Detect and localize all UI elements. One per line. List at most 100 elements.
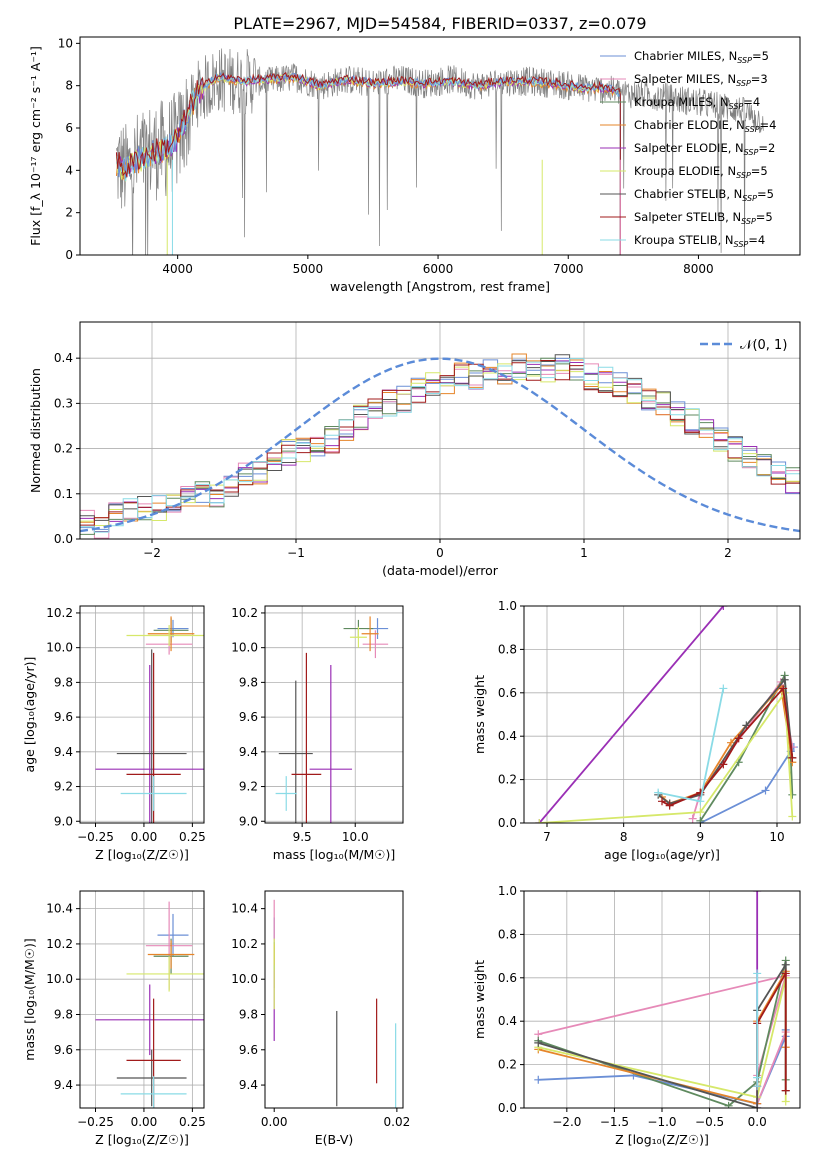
x-tick-label: 0.02 — [384, 1115, 411, 1129]
weight-marker — [665, 801, 674, 810]
weight-line-c0 — [699, 746, 795, 823]
y-tick-label: 4 — [65, 163, 73, 177]
weight-marker — [727, 738, 735, 747]
x-tick-label: 5000 — [293, 262, 324, 276]
axes-frame — [79, 605, 205, 824]
histogram-c1 — [80, 363, 800, 539]
weight-line-c6 — [657, 677, 794, 805]
y-tick-label: 0 — [65, 248, 73, 262]
panel-mass-vs-Z: −0.25 0.00 0.25 9.4 9.6 9.8 10.0 10.2 10.4 Z [log… — [22, 890, 206, 1147]
y-tick-label: 1.0 — [498, 599, 517, 613]
errorbar-point-c3 — [361, 616, 379, 652]
y-tick-label: 9.4 — [239, 745, 258, 759]
y-tick-label: 9.0 — [54, 814, 73, 828]
weight-marker — [696, 797, 705, 806]
errorbar-point-c1 — [362, 630, 389, 659]
spectrum-legend: Chabrier MILES, NSSP=5 Salpeter MILES, NS… — [600, 49, 776, 249]
weight-marker — [781, 969, 790, 978]
y-tick-label: 9.8 — [54, 1007, 73, 1021]
y-tick-label: 8 — [65, 79, 73, 93]
weight-line-c4 — [538, 606, 725, 823]
y-tick-label: 0.2 — [498, 1058, 517, 1072]
errorbar-point-c7 — [291, 652, 322, 823]
y-tick-label: 10.0 — [46, 972, 73, 986]
errorbar-point-c7 — [126, 652, 181, 823]
x-tick-label: 8 — [620, 830, 628, 844]
x-tick-label: 1 — [580, 546, 588, 560]
weight-line-c5 — [539, 690, 794, 823]
x-tick-label: −1.5 — [600, 1115, 629, 1129]
histogram-c3 — [80, 353, 800, 523]
x-tick-label: −2 — [143, 546, 161, 560]
y-tick-label: 0.8 — [498, 927, 517, 941]
weight-marker — [761, 786, 770, 795]
y-tick-label: 10.0 — [231, 641, 258, 655]
errorbar-point-c0 — [157, 913, 189, 957]
grid-age-vs-Z — [80, 606, 204, 823]
y-axis-label: mass weight — [472, 675, 487, 754]
y-tick-label: 10.0 — [231, 972, 258, 986]
x-tick-label: 0.25 — [179, 1115, 206, 1129]
errorbar-point-c5 — [349, 626, 367, 648]
panel-residuals: −2 −1 0 1 2 0.0 0.1 0.2 0.3 0.4 (data-model)/error… — [28, 321, 801, 578]
y-tick-label: 9.2 — [239, 780, 258, 794]
panel-spectrum: 4000 5000 6000 7000 8000 0 2 4 6 8 10 wavelength [A… — [28, 36, 801, 294]
weight-marker — [719, 684, 728, 693]
x-tick-label: 0.25 — [179, 830, 206, 844]
errorbar-point-c0 — [157, 619, 189, 638]
y-tick-label: 0.0 — [54, 532, 73, 546]
y-tick-label: 10.2 — [46, 606, 73, 620]
y-tick-label: 0.1 — [54, 487, 73, 501]
x-tick-label: −1.0 — [647, 1115, 676, 1129]
x-tick-label: 0.00 — [131, 830, 158, 844]
errorbar-point-c6 — [278, 680, 313, 823]
x-tick-label: −1 — [287, 546, 305, 560]
errorbars — [273, 899, 397, 1108]
x-tick-label: 0.00 — [261, 1115, 288, 1129]
errorbar-point-c5 — [126, 625, 204, 646]
weight-marker — [724, 1101, 733, 1108]
x-tick-label: 4000 — [162, 262, 193, 276]
errorbar-point-c8 — [120, 776, 187, 811]
x-axis-label: Z [log₁₀(Z/Z☉)] — [615, 1132, 709, 1147]
y-tick-label: 2 — [65, 206, 73, 220]
x-tick-label: 7000 — [553, 262, 584, 276]
y-axis-label: age [log₁₀(age/yr)] — [22, 657, 37, 773]
legend-label: Chabrier ELODIE, NSSP=4 — [634, 118, 776, 134]
weight-marker — [658, 797, 666, 806]
grid-mass-vs-Z — [80, 891, 204, 1108]
weight-marker — [781, 1086, 790, 1095]
panel-weight-vs-Z: −2.0 −1.5 −1.0 −0.5 0.0 0.0 0.2 0.4 0.6 0.8 1.0 Z [… — [472, 884, 801, 1147]
axes-frame — [79, 321, 801, 540]
x-axis-label: age [log₁₀(age/yr)] — [604, 847, 720, 862]
x-tick-label: −0.25 — [77, 830, 114, 844]
y-tick-label: 10.4 — [231, 902, 258, 916]
weight-marker — [719, 760, 728, 769]
y-tick-label: 0.3 — [54, 396, 73, 410]
y-tick-label: 0.6 — [498, 686, 517, 700]
x-axis-label: Z [log₁₀(Z/Z☉)] — [95, 1132, 189, 1147]
x-tick-label: 2 — [724, 546, 732, 560]
histogram-c2 — [80, 357, 800, 535]
x-axis-label: Z [log₁₀(Z/Z☉)] — [95, 847, 189, 862]
grid-age-vs-mass — [265, 606, 403, 823]
errorbar-point-c4 — [95, 665, 204, 823]
errorbar-point-c8 — [275, 776, 297, 811]
errorbars — [275, 616, 389, 823]
errorbar-point-c3 — [147, 616, 195, 652]
y-tick-label: 9.8 — [239, 675, 258, 689]
legend-label: Kroupa ELODIE, NSSP=5 — [634, 164, 768, 180]
weight-marker — [753, 969, 762, 978]
y-axis-label: mass weight — [472, 960, 487, 1039]
grid-weight-vs-age — [524, 605, 800, 824]
axes-frame — [523, 605, 801, 824]
y-tick-label: 0.6 — [498, 971, 517, 985]
axes-frame — [264, 890, 404, 1109]
axes-frame — [79, 890, 205, 1109]
panel-age-vs-mass: 9.5 10.0 9.0 9.2 9.4 9.6 9.8 10.0 10.2 mass [log₁… — [231, 605, 404, 862]
errorbars — [95, 901, 204, 1108]
panel-age-vs-Z: −0.25 0.00 0.25 9.0 9.2 9.4 9.6 9.8 10.0 10.2 Z [l… — [22, 605, 206, 862]
weight-lines — [534, 891, 790, 1108]
y-tick-label: 9.8 — [239, 1007, 258, 1021]
